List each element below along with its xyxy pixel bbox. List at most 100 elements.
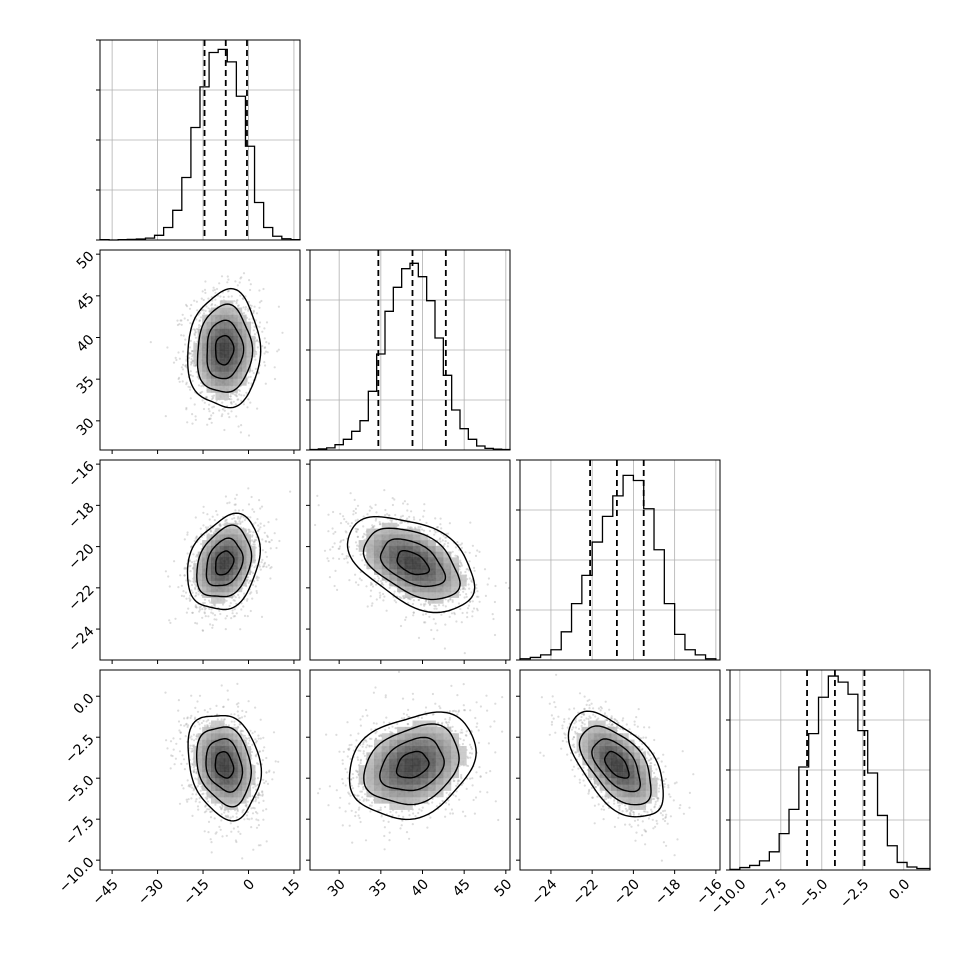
sample-point bbox=[202, 407, 206, 411]
density-cell bbox=[210, 321, 216, 330]
sample-point bbox=[198, 319, 201, 322]
density-cell bbox=[374, 551, 383, 558]
density-cell bbox=[412, 563, 421, 570]
density-cell bbox=[427, 580, 436, 587]
sample-point bbox=[414, 526, 417, 529]
sample-point bbox=[191, 611, 194, 614]
sample-point bbox=[185, 383, 188, 386]
sample-point bbox=[491, 613, 494, 616]
density-cell bbox=[202, 568, 207, 575]
sample-point bbox=[258, 325, 261, 328]
sample-point bbox=[475, 587, 478, 590]
sample-point bbox=[191, 349, 194, 353]
sample-point bbox=[254, 358, 257, 361]
sample-point bbox=[201, 390, 204, 393]
sample-point bbox=[233, 517, 236, 520]
sample-point bbox=[209, 623, 212, 626]
sample-point bbox=[260, 615, 264, 619]
sample-point bbox=[235, 395, 238, 398]
contour-line-2 bbox=[196, 303, 254, 393]
sample-point bbox=[507, 586, 510, 590]
sample-point bbox=[242, 516, 245, 519]
sample-point bbox=[248, 318, 251, 321]
sample-point bbox=[211, 612, 215, 615]
sample-point bbox=[275, 546, 278, 550]
density-cell bbox=[374, 563, 383, 570]
density-cell bbox=[246, 321, 252, 330]
sample-point bbox=[177, 709, 180, 712]
sample-point bbox=[238, 281, 241, 284]
sample-point bbox=[238, 389, 241, 392]
sample-point bbox=[269, 567, 272, 570]
sample-point bbox=[210, 530, 213, 533]
sample-point bbox=[242, 272, 246, 275]
sample-point bbox=[246, 615, 249, 618]
density-cell bbox=[443, 580, 452, 587]
sample-point bbox=[409, 526, 412, 529]
density-cell bbox=[250, 335, 256, 344]
sample-point bbox=[247, 503, 251, 506]
sample-point bbox=[343, 518, 346, 521]
sample-point bbox=[234, 839, 237, 842]
sample-point bbox=[232, 513, 235, 517]
sample-point bbox=[211, 406, 214, 409]
sample-point bbox=[184, 338, 187, 341]
sample-point bbox=[233, 723, 236, 726]
sample-point bbox=[194, 331, 197, 334]
density-cell bbox=[197, 350, 203, 358]
sample-point bbox=[178, 376, 181, 379]
density-cell bbox=[389, 568, 398, 575]
density-cell bbox=[202, 557, 207, 564]
sample-point bbox=[468, 551, 471, 554]
sample-point bbox=[254, 521, 257, 524]
sample-point bbox=[445, 536, 448, 539]
sample-point bbox=[187, 356, 191, 360]
axes-frame bbox=[99, 459, 301, 661]
density-cell bbox=[450, 586, 459, 593]
sample-point bbox=[447, 599, 450, 602]
sample-point bbox=[199, 527, 202, 530]
sample-point bbox=[242, 297, 245, 301]
sample-point bbox=[354, 511, 357, 515]
sample-point bbox=[212, 396, 215, 399]
sample-point bbox=[210, 414, 213, 417]
sample-point bbox=[204, 309, 207, 312]
sample-point bbox=[235, 392, 238, 395]
sample-point bbox=[219, 523, 222, 526]
sample-point bbox=[362, 515, 365, 518]
sample-point bbox=[205, 810, 208, 813]
sample-point bbox=[169, 621, 172, 625]
sample-point bbox=[252, 310, 255, 313]
sample-point bbox=[412, 611, 415, 614]
sample-point bbox=[387, 514, 390, 517]
sample-point bbox=[379, 594, 382, 597]
sample-point bbox=[369, 589, 373, 592]
sample-point bbox=[332, 557, 335, 560]
sample-point bbox=[237, 515, 240, 519]
density-cell bbox=[215, 307, 221, 315]
sample-point bbox=[333, 584, 336, 588]
density-cell bbox=[420, 591, 429, 598]
density-cell bbox=[389, 522, 398, 529]
density-cell bbox=[233, 335, 238, 344]
sample-point bbox=[364, 533, 367, 536]
sample-point bbox=[432, 637, 435, 640]
density-cell bbox=[210, 557, 216, 564]
density-cell bbox=[193, 574, 199, 581]
sample-point bbox=[195, 606, 198, 609]
sample-point bbox=[467, 604, 471, 607]
sample-point bbox=[378, 591, 381, 594]
sample-point bbox=[205, 528, 208, 531]
sample-point bbox=[273, 532, 276, 535]
sample-point bbox=[212, 289, 215, 292]
sample-point bbox=[265, 771, 268, 774]
sample-point bbox=[260, 299, 263, 303]
sample-point bbox=[199, 605, 202, 608]
sample-point bbox=[355, 547, 358, 551]
sample-point bbox=[345, 531, 348, 534]
sample-point bbox=[207, 297, 210, 300]
sample-point bbox=[359, 553, 362, 556]
sample-point bbox=[190, 352, 193, 355]
sample-point bbox=[442, 534, 445, 537]
sample-point bbox=[203, 598, 207, 601]
